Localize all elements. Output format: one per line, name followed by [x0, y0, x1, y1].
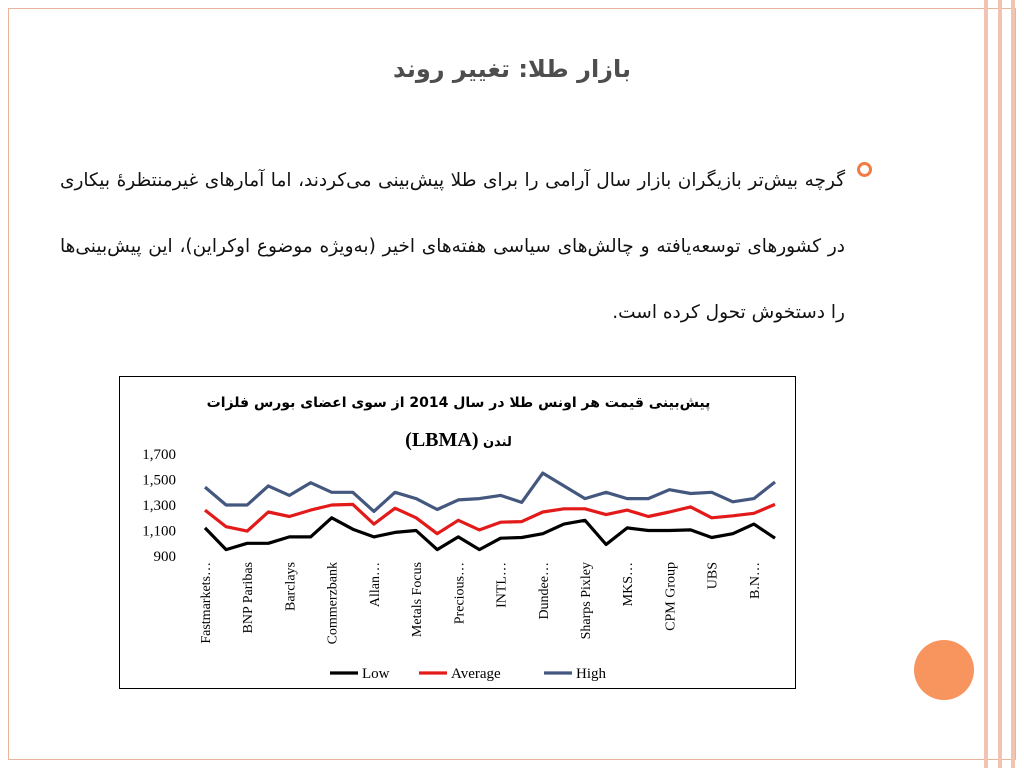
x-tick-label: BNP Paribas [241, 562, 256, 633]
bullet-ring-icon [857, 162, 872, 177]
y-tick-label: 900 [154, 549, 177, 565]
legend-label-average: Average [451, 666, 501, 682]
legend-label-low: Low [362, 666, 390, 682]
x-tick-label: Barclays [283, 562, 298, 611]
x-tick-label: Sharps Pixley [579, 562, 594, 639]
x-tick-label: Precious… [452, 562, 467, 624]
y-tick-label: 1,700 [142, 447, 176, 463]
x-tick-label: B.N… [748, 562, 763, 599]
x-tick-label: UBS [706, 562, 721, 589]
x-tick-label: Dundee… [537, 562, 552, 620]
bullet-text: گرچه بیش‌تر بازیگران بازار سال آرامی را … [60, 170, 845, 323]
y-tick-label: 1,300 [142, 498, 176, 514]
legend-label-high: High [576, 666, 607, 682]
slide-frame [8, 8, 1016, 760]
chart-subtitle: لندن (LBMA) [120, 429, 797, 452]
decorative-stripe [984, 0, 988, 768]
y-tick-label: 1,500 [142, 473, 176, 489]
series-line-high [203, 471, 776, 513]
chart-plot: 1,700 1,500 1,300 1,100 900 Fastmarkets… BNP P… [142, 447, 776, 682]
y-tick-label: 1,100 [142, 524, 176, 540]
x-tick-label: INTL… [495, 562, 510, 608]
series-line-low [203, 516, 776, 552]
chart-container: پیش‌بینی قیمت هر اونس طلا در سال 2014 از… [119, 376, 796, 689]
x-tick-label: Metals Focus [410, 562, 425, 637]
x-tick-label: MKS… [621, 562, 636, 606]
x-tick-label: Commerzbank [326, 562, 341, 644]
decorative-stripe [998, 0, 1002, 768]
x-tick-label: Fastmarkets… [199, 562, 214, 644]
decorative-stripe [1011, 0, 1015, 768]
slide-title: بازار طلا: تغییر روند [392, 55, 632, 83]
series-line-average [204, 502, 776, 536]
decorative-circle [914, 640, 974, 700]
x-tick-label: Allan… [368, 562, 383, 607]
chart-title: پیش‌بینی قیمت هر اونس طلا در سال 2014 از… [206, 395, 711, 411]
x-tick-label: CPM Group [663, 562, 678, 631]
chart-subtitle-en: (LBMA) [405, 429, 479, 451]
chart-subtitle-fa: لندن [483, 435, 512, 450]
